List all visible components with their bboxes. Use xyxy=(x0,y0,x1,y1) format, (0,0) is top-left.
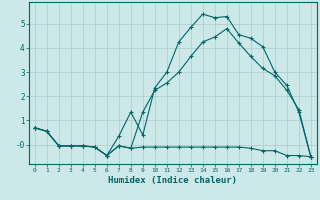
X-axis label: Humidex (Indice chaleur): Humidex (Indice chaleur) xyxy=(108,176,237,185)
